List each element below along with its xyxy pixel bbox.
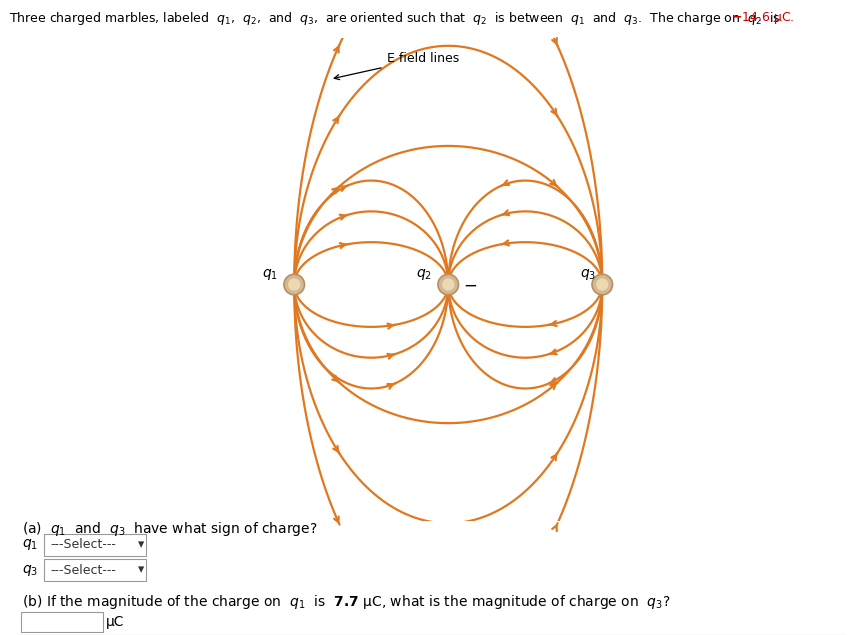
Text: $q_3$: $q_3$: [22, 563, 38, 577]
Text: E field lines: E field lines: [334, 52, 458, 79]
Circle shape: [283, 274, 304, 295]
FancyBboxPatch shape: [44, 559, 146, 581]
Text: ▾: ▾: [138, 538, 144, 552]
FancyBboxPatch shape: [21, 612, 102, 632]
Text: Three charged marbles, labeled  $q_1$,  $q_2$,  and  $q_3$,  are oriented such t: Three charged marbles, labeled $q_1$, $q…: [9, 10, 780, 27]
Circle shape: [442, 278, 454, 291]
Text: ---Select---: ---Select---: [50, 538, 115, 552]
Text: $q_3$: $q_3$: [579, 267, 596, 282]
Circle shape: [592, 274, 612, 295]
Text: ▾: ▾: [138, 563, 144, 577]
Circle shape: [288, 278, 300, 291]
Text: $q_1$: $q_1$: [262, 267, 277, 282]
Text: μC: μC: [106, 615, 124, 629]
Text: (b) If the magnitude of the charge on  $q_1$  is  $\bf{7.7}$ μC, what is the mag: (b) If the magnitude of the charge on $q…: [22, 593, 670, 611]
Text: ---Select---: ---Select---: [50, 563, 115, 577]
FancyBboxPatch shape: [44, 534, 146, 556]
Text: $-$: $-$: [462, 276, 476, 293]
Circle shape: [437, 274, 458, 295]
Text: $q_2$: $q_2$: [415, 267, 431, 282]
Text: $\mathbf{-}$14.6 μC.: $\mathbf{-}$14.6 μC.: [730, 10, 794, 25]
Circle shape: [596, 278, 608, 291]
Text: $q_1$: $q_1$: [22, 537, 38, 552]
Text: (a)  $q_1$  and  $q_3$  have what sign of charge?: (a) $q_1$ and $q_3$ have what sign of ch…: [22, 520, 317, 538]
